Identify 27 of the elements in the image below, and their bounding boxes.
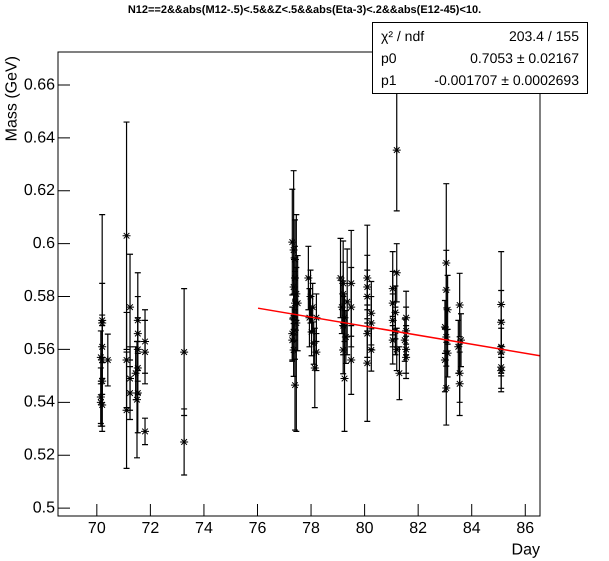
annotation: 0.7053 ± 0.02167 [470, 49, 579, 68]
y-tick-label: 0.64 [24, 129, 56, 146]
x-tick-label: 82 [409, 520, 428, 538]
y-tick-label: 0.54 [24, 394, 56, 411]
x-tick-label: 76 [248, 520, 266, 538]
y-tick-label: 0.6 [32, 235, 56, 252]
x-tick-label: 70 [88, 520, 106, 538]
annotation: p1 [381, 71, 397, 90]
annotation: p0 [381, 49, 397, 68]
x-tick-label: 86 [516, 520, 534, 538]
x-tick-label: 78 [302, 520, 320, 538]
text: 203.4 / 155 [508, 27, 579, 46]
x-axis-title: Day [512, 541, 540, 558]
y-tick-label: 0.66 [24, 76, 56, 94]
x-tick-label: 72 [141, 520, 160, 538]
text: χ² / ndf [381, 27, 424, 46]
y-tick-label: 0.5 [32, 499, 56, 516]
y-axis-title: Mass (GeV) [3, 56, 20, 142]
y-tick-label: 0.62 [24, 182, 56, 200]
x-tick-label: 80 [356, 520, 374, 538]
annotation: -0.001707 ± 0.0002693 [434, 71, 579, 90]
y-tick-label: 0.56 [24, 340, 56, 358]
y-tick-label: 0.52 [24, 446, 56, 464]
y-tick-label: 0.58 [24, 288, 56, 305]
x-tick-label: 74 [195, 520, 213, 538]
chart-title: N12==2&&abs(M12-.5)<.5&&Z<.5&&abs(Eta-3)<.2&&abs(E12-45)<10. [126, 4, 482, 16]
x-tick-label: 84 [462, 520, 481, 538]
